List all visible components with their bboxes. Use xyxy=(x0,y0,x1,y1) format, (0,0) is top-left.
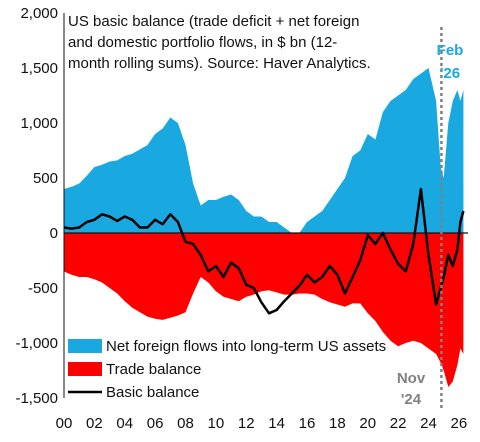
legend-swatch-trade-balance xyxy=(68,362,102,376)
title-line: and domestic portfolio flows, in $ bn (1… xyxy=(68,34,337,51)
y-tick-label: 2,000 xyxy=(20,5,58,22)
y-tick-label: 500 xyxy=(33,170,58,187)
x-tick-label: 26 xyxy=(451,415,468,432)
annotation-nov-24: '24 xyxy=(401,391,422,408)
x-tick-label: 22 xyxy=(390,415,407,432)
x-tick-label: 08 xyxy=(177,415,194,432)
legend: Net foreign flows into long-term US asse… xyxy=(68,338,386,401)
y-tick-label: -500 xyxy=(28,280,58,297)
annotation-feb-26: Feb xyxy=(437,42,464,59)
area-trade-balance xyxy=(64,233,464,387)
line-basic-balance xyxy=(63,187,465,315)
x-tick-label: 06 xyxy=(147,415,164,432)
chart-title: US basic balance (trade deficit + net fo… xyxy=(68,13,371,72)
legend-label-basic-balance: Basic balance xyxy=(106,384,199,401)
x-tick-label: 12 xyxy=(238,415,255,432)
annotations: Feb '26 Nov '24 xyxy=(397,27,464,410)
x-tick-label: 18 xyxy=(329,415,346,432)
tick-labels: -1,500 -1,000 -500 0 500 1,000 1,500 2,000 00 02 0… xyxy=(15,5,467,432)
y-tick-label: -1,500 xyxy=(15,390,58,407)
y-tick-label: 1,500 xyxy=(20,60,58,77)
area-net-foreign-flows-into-long-term-us-assets xyxy=(64,68,464,233)
annotation-nov-24: Nov xyxy=(397,370,426,387)
legend-label-trade-balance: Trade balance xyxy=(106,361,201,378)
title-line: month rolling sums). Source: Haver Analy… xyxy=(68,55,371,72)
x-tick-label: 04 xyxy=(116,415,133,432)
x-tick-label: 02 xyxy=(86,415,103,432)
title-line: US basic balance (trade deficit + net fo… xyxy=(68,13,359,30)
axes xyxy=(63,13,468,398)
annotation-feb-26: '26 xyxy=(440,65,460,82)
x-tick-label: 00 xyxy=(56,415,73,432)
y-tick-label: -1,000 xyxy=(15,335,58,352)
x-tick-label: 16 xyxy=(299,415,316,432)
plot-areas xyxy=(64,68,464,387)
legend-swatch-net-foreign-flows-into-long-term-us-assets xyxy=(68,339,102,353)
legend-label-net-foreign-flows-into-long-term-us-assets: Net foreign flows into long-term US asse… xyxy=(106,338,386,355)
x-tick-label: 10 xyxy=(208,415,225,432)
x-tick-label: 24 xyxy=(420,415,437,432)
x-tick-label: 14 xyxy=(268,415,285,432)
plot-lines xyxy=(63,187,465,315)
y-tick-label: 0 xyxy=(50,225,58,242)
y-tick-label: 1,000 xyxy=(20,115,58,132)
x-tick-label: 20 xyxy=(359,415,376,432)
